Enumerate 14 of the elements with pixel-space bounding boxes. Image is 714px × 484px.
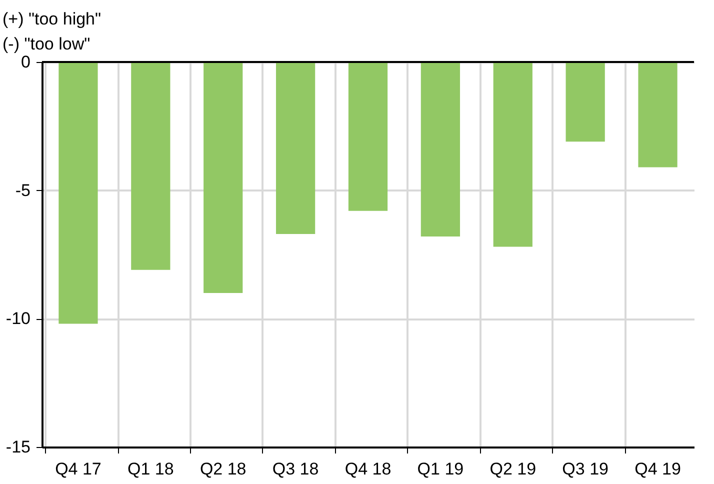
x-tick-label: Q3 18: [272, 460, 319, 478]
y-tick-label: 0: [21, 52, 30, 72]
x-tick-label: Q4 19: [634, 460, 681, 478]
y-tick-label: -15: [6, 438, 30, 456]
y-tick-label: -10: [6, 309, 30, 328]
x-tick-label: Q2 18: [200, 460, 246, 478]
x-tick-label: Q4 17: [55, 460, 102, 478]
y-axis-title: (+) "too high" (-) "too low": [2, 10, 102, 54]
x-tick-label: Q1 19: [417, 460, 464, 478]
x-tick-label: Q3 19: [562, 460, 608, 478]
x-tick-label: Q1 18: [128, 460, 174, 478]
x-tick-label: Q2 19: [490, 460, 536, 478]
x-tick-label: Q4 18: [344, 460, 392, 478]
y-tick-label: -5: [15, 180, 30, 200]
